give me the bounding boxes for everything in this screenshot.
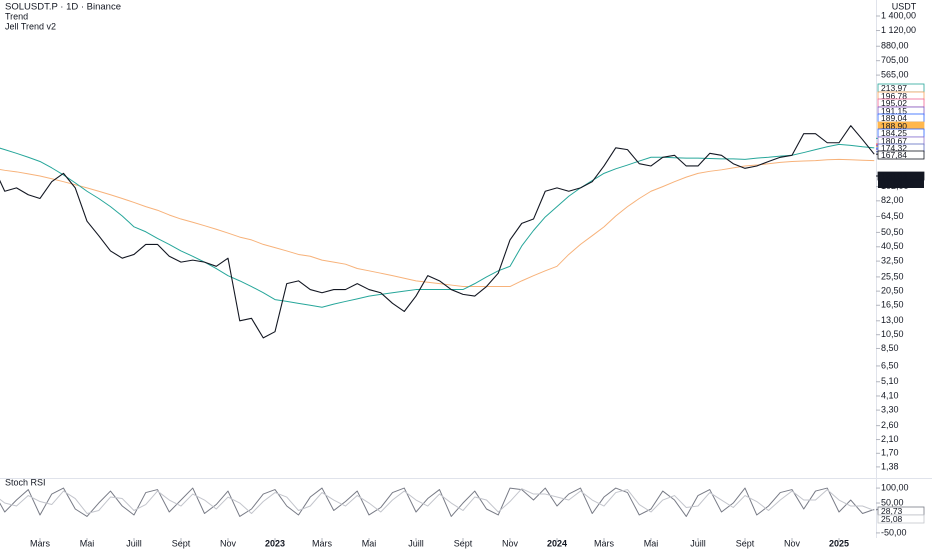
y-tick-label: 82,00	[881, 195, 904, 205]
x-tick-label: Mars	[30, 538, 50, 548]
last-value-box	[877, 514, 925, 524]
x-tick-label: Juill	[126, 538, 142, 548]
stoch-pane	[0, 487, 875, 517]
last-value-label: 191,15	[881, 106, 907, 116]
y-tick-label: 32,50	[881, 255, 904, 265]
x-tick-label: Juill	[690, 538, 706, 548]
y-tick-label: 6,50	[881, 360, 899, 370]
y-tick-label: 5,10	[881, 376, 899, 386]
x-tick-label: Sept	[736, 538, 755, 548]
y-tick-label: 20,50	[881, 286, 904, 296]
x-tick-label: Mai	[644, 538, 659, 548]
y-tick-label: 1 400,00	[881, 10, 916, 20]
last-value-box	[877, 150, 925, 160]
y-tick-label: 880,00	[881, 41, 909, 51]
symbol-title: SOLUSDT.P · 1D · Binance	[5, 2, 121, 13]
y-tick-label: 2,60	[881, 420, 899, 430]
x-tick-label: Mars	[594, 538, 614, 548]
x-tick-label: Sept	[454, 538, 473, 548]
y-tick-label: 10,50	[881, 329, 904, 339]
y-tick-label: 64,50	[881, 211, 904, 221]
x-tick-label: 2024	[547, 538, 567, 548]
y-tick-label: 40,50	[881, 241, 904, 251]
last-value-label: 174,32	[881, 143, 907, 153]
last-value-label: 188,90	[881, 121, 907, 131]
last-value-label: 180,67	[881, 136, 907, 146]
y-tick-label: 705,00	[881, 55, 909, 65]
y-tick-label: 25,50	[881, 271, 904, 281]
x-tick-label: Mai	[80, 538, 95, 548]
x-tick-label: Mars	[312, 538, 332, 548]
y-tick-label: 1,70	[881, 448, 899, 458]
last-value-label: 25,08	[881, 514, 903, 524]
y-tick-label: 16,50	[881, 300, 904, 310]
y-tick-label: 2,10	[881, 434, 899, 444]
y-tick-label: 4,10	[881, 390, 899, 400]
last-value-label: 189,04	[881, 113, 907, 123]
last-value-label: 184,25	[881, 128, 907, 138]
series-line	[0, 488, 875, 514]
last-value-label: 28,73	[881, 506, 903, 516]
indicator-name: Trend	[5, 11, 28, 21]
axes: 1 400,001 120,00880,00705,00565,00102,00…	[30, 10, 925, 548]
last-value-label: 167,84	[881, 150, 907, 160]
y-tick-label: 100,00	[881, 482, 909, 492]
last-value-label: 120,03	[881, 171, 907, 181]
y-tick-label: -50,00	[881, 527, 907, 537]
stoch-title: Stoch RSI	[5, 477, 46, 487]
countdown-box	[878, 180, 924, 189]
last-value-label: 213,97	[881, 83, 907, 93]
x-tick-label: Nov	[784, 538, 801, 548]
x-tick-label: Nov	[502, 538, 519, 548]
y-tick-label: 565,00	[881, 69, 909, 79]
y-tick-label: 3,30	[881, 404, 899, 414]
x-tick-label: Juill	[408, 538, 424, 548]
y-tick-label: 1,38	[881, 461, 899, 471]
y-tick-label: 13,00	[881, 315, 904, 325]
y-tick-label: 1 120,00	[881, 25, 916, 35]
y-tick-label: 50,00	[881, 497, 904, 507]
last-value-label: 196,78	[881, 91, 907, 101]
series-line	[0, 158, 875, 288]
x-tick-label: Sept	[172, 538, 191, 548]
x-tick-label: 2023	[265, 538, 285, 548]
price-pane	[0, 125, 875, 339]
x-tick-label: Mai	[362, 538, 377, 548]
indicator-name: Jell Trend v2	[5, 21, 56, 31]
x-tick-label: 2025	[829, 538, 849, 548]
last-value-label: 195,02	[881, 98, 907, 108]
currency: USDT	[892, 1, 917, 11]
series-line	[0, 125, 875, 339]
series-line	[0, 487, 875, 517]
x-tick-label: Nov	[220, 538, 237, 548]
countdown: 01:59:39	[881, 179, 914, 189]
y-tick-label: 8,50	[881, 343, 899, 353]
y-tick-label: 50,50	[881, 227, 904, 237]
